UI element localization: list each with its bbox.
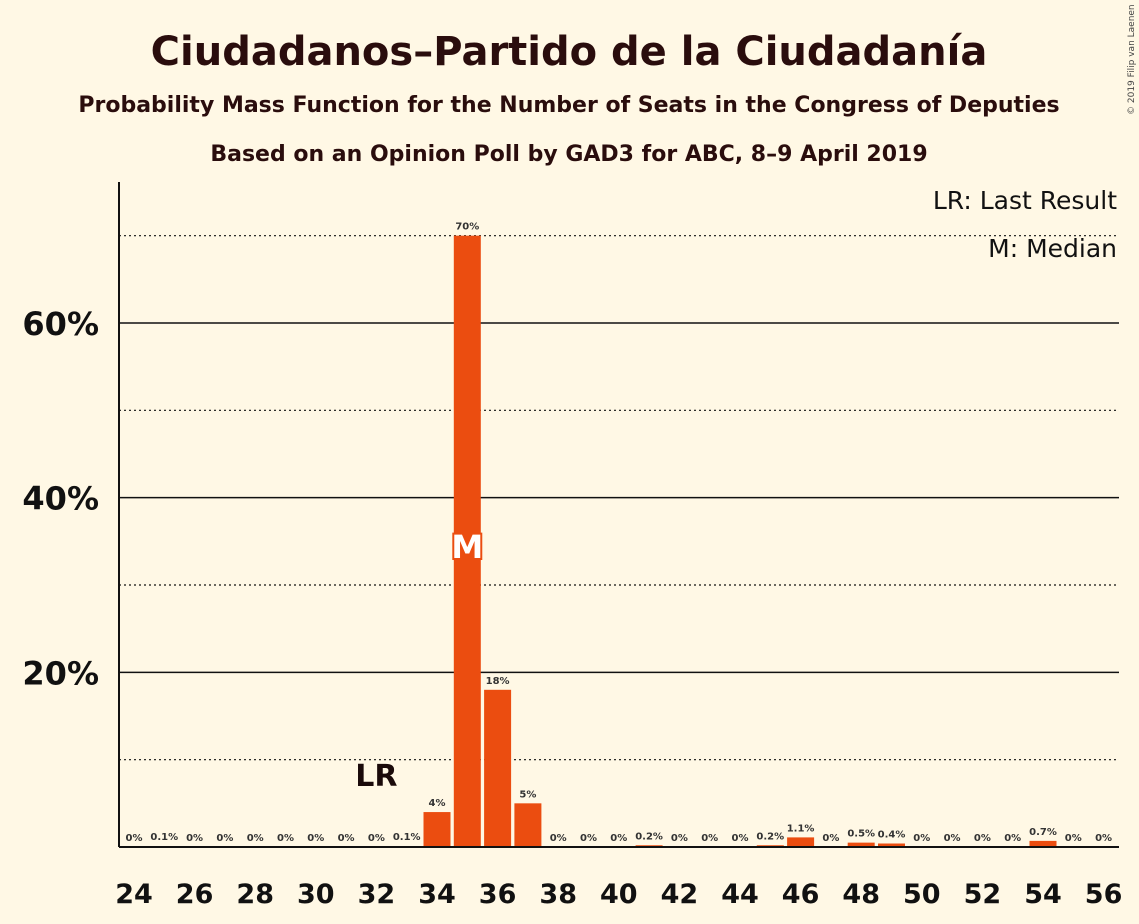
- value-label-seats-35: 70%: [455, 222, 479, 233]
- value-label-seats-28: 0%: [247, 833, 264, 844]
- value-label-seats-38: 0%: [550, 833, 567, 844]
- value-label-seats-31: 0%: [338, 833, 355, 844]
- axes: 20% 40% 60% 24 26 28 30 32 34 36 38 40 42 44 46 48 50 52 5…: [22, 182, 1122, 910]
- bar-seats-48: [847, 842, 875, 847]
- y-tick-label: 20%: [22, 654, 99, 692]
- x-tick-label: 46: [782, 879, 820, 910]
- x-tick-label: 34: [418, 879, 456, 910]
- last-result-marker: LR: [355, 759, 397, 794]
- chart-title: Ciudadanos–Partido de la Ciudadanía: [151, 29, 988, 75]
- value-label-seats-53: 0%: [1004, 833, 1021, 844]
- value-label-seats-45: 0.2%: [756, 831, 784, 842]
- x-tick-label: 48: [842, 879, 880, 910]
- value-label-seats-48: 0.5%: [847, 829, 875, 840]
- bar-value-labels: 0% 0.1% 0% 0% 0% 0% 0% 0% 0% 0.1% 4% 70% 18% 5% 0% 0% 0%…: [126, 222, 1113, 844]
- value-label-seats-29: 0%: [277, 833, 294, 844]
- value-label-seats-37: 5%: [519, 789, 536, 800]
- legend-last-result: LR: Last Result: [933, 186, 1117, 215]
- bars: [150, 235, 1057, 847]
- bar-seats-35: [453, 235, 481, 847]
- x-tick-label: 28: [236, 879, 274, 910]
- x-tick-label: 50: [903, 879, 941, 910]
- value-label-seats-41: 0.2%: [635, 831, 663, 842]
- x-tick-label: 52: [964, 879, 1002, 910]
- bar-seats-37: [514, 803, 542, 847]
- markers: LR M: [355, 526, 485, 794]
- value-label-seats-34: 4%: [429, 798, 446, 809]
- value-label-seats-25: 0.1%: [150, 832, 178, 843]
- chart-subtitle: Probability Mass Function for the Number…: [78, 93, 1059, 118]
- value-label-seats-27: 0%: [216, 833, 233, 844]
- value-label-seats-24: 0%: [126, 833, 143, 844]
- value-label-seats-39: 0%: [580, 833, 597, 844]
- x-tick-label: 54: [1024, 879, 1062, 910]
- x-tick-label: 30: [297, 879, 335, 910]
- bar-seats-46: [787, 837, 815, 847]
- value-label-seats-52: 0%: [974, 833, 991, 844]
- median-marker: M: [451, 528, 483, 566]
- value-label-seats-40: 0%: [610, 833, 627, 844]
- y-tick-label: 40%: [22, 480, 99, 518]
- bar-seats-54: [1029, 840, 1057, 847]
- x-tick-label: 42: [661, 879, 699, 910]
- value-label-seats-50: 0%: [913, 833, 930, 844]
- x-tick-label: 32: [358, 879, 396, 910]
- value-label-seats-51: 0%: [944, 833, 961, 844]
- value-label-seats-33: 0.1%: [393, 832, 421, 843]
- x-tick-label: 38: [539, 879, 577, 910]
- x-tick-label: 56: [1085, 879, 1123, 910]
- x-tick-label: 24: [115, 879, 153, 910]
- legend-median: M: Median: [988, 234, 1117, 263]
- bar-seats-49: [878, 843, 905, 847]
- value-label-seats-44: 0%: [732, 833, 749, 844]
- value-label-seats-47: 0%: [822, 833, 839, 844]
- value-label-seats-54: 0.7%: [1029, 827, 1057, 838]
- x-tick-label: 26: [176, 879, 214, 910]
- value-label-seats-32: 0%: [368, 833, 385, 844]
- x-tick-label: 36: [479, 879, 517, 910]
- gridlines: [119, 235, 1119, 761]
- copyright-notice: © 2019 Filip van Laenen: [1127, 4, 1137, 115]
- value-label-seats-56: 0%: [1095, 833, 1112, 844]
- value-label-seats-42: 0%: [671, 833, 688, 844]
- value-label-seats-46: 1.1%: [787, 823, 815, 834]
- bar-seats-36: [484, 689, 512, 847]
- value-label-seats-55: 0%: [1065, 833, 1082, 844]
- value-label-seats-30: 0%: [307, 833, 324, 844]
- x-tick-label: 40: [600, 879, 638, 910]
- y-tick-label: 60%: [22, 305, 99, 343]
- value-label-seats-43: 0%: [701, 833, 718, 844]
- value-label-seats-26: 0%: [186, 833, 203, 844]
- x-tick-label: 44: [721, 879, 759, 910]
- value-label-seats-36: 18%: [486, 676, 510, 687]
- bar-seats-34: [423, 812, 451, 847]
- chart-subtitle-poll: Based on an Opinion Poll by GAD3 for ABC…: [210, 142, 927, 167]
- value-label-seats-49: 0.4%: [878, 830, 906, 841]
